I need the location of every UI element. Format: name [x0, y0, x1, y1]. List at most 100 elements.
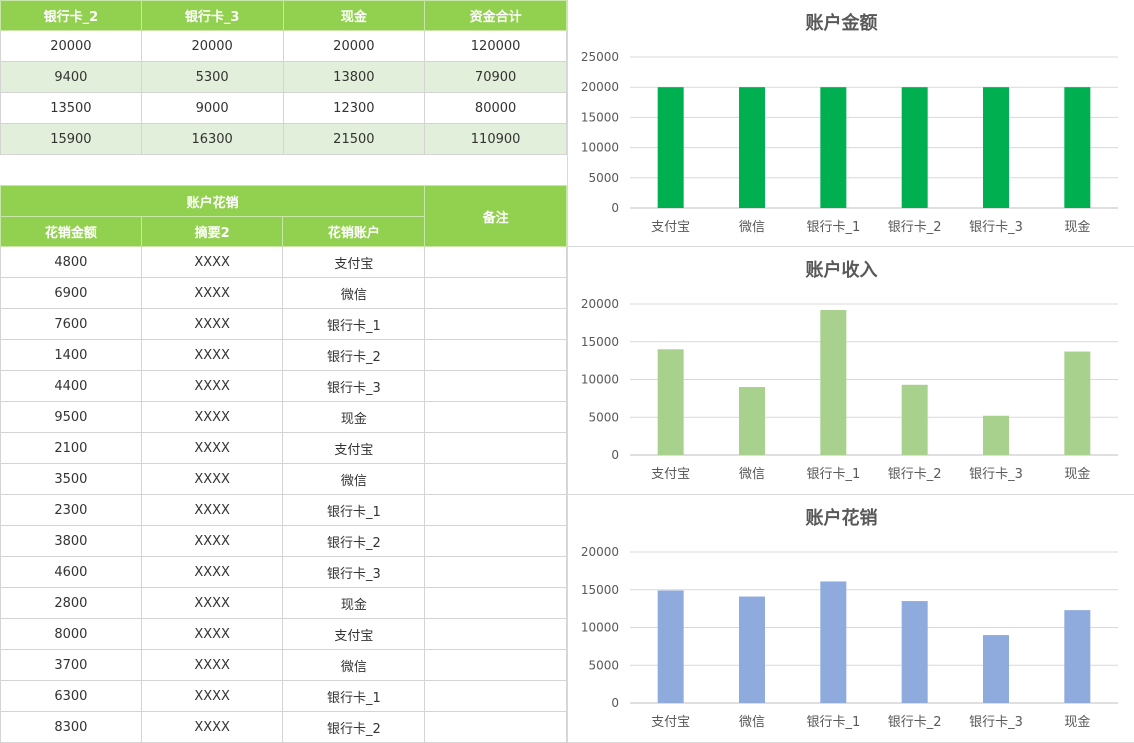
table-cell[interactable]: XXXX	[140, 525, 284, 557]
remark-cell[interactable]	[424, 618, 567, 650]
table-cell[interactable]: 4600	[0, 556, 142, 588]
table-cell[interactable]: 2800	[0, 587, 142, 619]
table-cell[interactable]: XXXX	[140, 494, 284, 526]
table-cell[interactable]: 13500	[0, 92, 142, 124]
remark-cell[interactable]	[424, 339, 567, 371]
table-cell[interactable]: 20000	[282, 30, 426, 62]
table-cell[interactable]: 8000	[0, 618, 142, 650]
header-cell[interactable]: 银行卡_2	[0, 0, 142, 31]
table-cell[interactable]: XXXX	[140, 339, 284, 371]
x-tick-label: 现金	[1064, 466, 1090, 482]
table-cell[interactable]: 银行卡_3	[282, 370, 426, 402]
table-cell[interactable]: 13800	[282, 61, 426, 93]
table-cell[interactable]: 微信	[282, 463, 426, 495]
table-cell[interactable]: 支付宝	[282, 432, 426, 464]
header-cell[interactable]: 摘要2	[140, 216, 284, 247]
header-cell[interactable]: 现金	[282, 0, 426, 31]
table-cell[interactable]: 3800	[0, 525, 142, 557]
table-cell[interactable]: XXXX	[140, 401, 284, 433]
table-cell[interactable]: 银行卡_3	[282, 556, 426, 588]
table-cell[interactable]: 3500	[0, 463, 142, 495]
table-cell[interactable]: 3700	[0, 649, 142, 681]
x-tick-label: 银行卡_1	[806, 715, 860, 730]
table-cell[interactable]: 6300	[0, 680, 142, 712]
remark-cell[interactable]	[424, 525, 567, 557]
remark-cell[interactable]	[424, 556, 567, 588]
remark-cell[interactable]	[424, 494, 567, 526]
remark-cell[interactable]	[424, 649, 567, 681]
header-cell[interactable]: 花销账户	[282, 216, 426, 247]
table-cell[interactable]: 110900	[424, 123, 567, 155]
table-cell[interactable]: 21500	[282, 123, 426, 155]
bar	[657, 590, 684, 703]
remark-cell[interactable]	[424, 711, 567, 743]
table-cell[interactable]: 20000	[0, 30, 142, 62]
table-cell[interactable]: 银行卡_2	[282, 525, 426, 557]
remark-cell[interactable]	[424, 432, 567, 464]
table-cell[interactable]: 银行卡_2	[282, 339, 426, 371]
table-cell[interactable]: 银行卡_2	[282, 711, 426, 743]
table-cell[interactable]: XXXX	[140, 649, 284, 681]
table-cell[interactable]: 8300	[0, 711, 142, 743]
table-cell[interactable]: 9000	[140, 92, 284, 124]
table-cell[interactable]: 微信	[282, 649, 426, 681]
table-cell[interactable]: 9400	[0, 61, 142, 93]
table-cell[interactable]: 支付宝	[282, 246, 426, 278]
table-cell[interactable]: 6900	[0, 277, 142, 309]
y-tick-label: 15000	[581, 335, 619, 349]
table-cell[interactable]: 70900	[424, 61, 567, 93]
bar	[657, 87, 684, 208]
table-cell[interactable]: XXXX	[140, 432, 284, 464]
table-cell[interactable]: XXXX	[140, 308, 284, 340]
remark-cell[interactable]	[424, 463, 567, 495]
table-cell[interactable]: XXXX	[140, 587, 284, 619]
remark-cell[interactable]	[424, 308, 567, 340]
table-cell[interactable]: 9500	[0, 401, 142, 433]
x-tick-label: 银行卡_2	[888, 715, 942, 730]
table-cell[interactable]: XXXX	[140, 618, 284, 650]
table-cell[interactable]: XXXX	[140, 370, 284, 402]
y-tick-label: 10000	[581, 621, 619, 635]
x-tick-label: 银行卡_2	[888, 220, 942, 235]
header-cell[interactable]: 资金合计	[424, 0, 567, 31]
table-cell[interactable]: 银行卡_1	[282, 308, 426, 340]
remark-cell[interactable]	[424, 370, 567, 402]
table-cell[interactable]: 5300	[140, 61, 284, 93]
table-cell[interactable]: XXXX	[140, 277, 284, 309]
table-cell[interactable]: 4400	[0, 370, 142, 402]
account-amount-chart: 账户金额 0 5000 10000 15000 20000 25000 支付宝 微信 银行卡_1 银…	[567, 0, 1134, 247]
expense-table: 账户花销 备注 花销金额 摘要2 花销账户 4800 XXXX 支付宝 6900 XXX…	[0, 185, 567, 743]
table-cell[interactable]: 2300	[0, 494, 142, 526]
table-cell[interactable]: 15900	[0, 123, 142, 155]
table-cell[interactable]: 16300	[140, 123, 284, 155]
table-cell[interactable]: 7600	[0, 308, 142, 340]
remark-cell[interactable]	[424, 587, 567, 619]
table-cell[interactable]: 1400	[0, 339, 142, 371]
remark-cell[interactable]	[424, 680, 567, 712]
remark-cell[interactable]	[424, 401, 567, 433]
y-tick-label: 0	[611, 696, 619, 710]
table-cell[interactable]: 12300	[282, 92, 426, 124]
table-cell[interactable]: 银行卡_1	[282, 494, 426, 526]
table-cell[interactable]: XXXX	[140, 246, 284, 278]
header-cell[interactable]: 花销金额	[0, 216, 142, 247]
remark-cell[interactable]	[424, 246, 567, 278]
table-cell[interactable]: 4800	[0, 246, 142, 278]
table-cell[interactable]: XXXX	[140, 556, 284, 588]
table-cell[interactable]: 120000	[424, 30, 567, 62]
table-cell[interactable]: 现金	[282, 587, 426, 619]
table-cell[interactable]: 20000	[140, 30, 284, 62]
table-cell[interactable]: 银行卡_1	[282, 680, 426, 712]
remark-header-cell[interactable]: 备注	[424, 185, 567, 247]
table-cell[interactable]: XXXX	[140, 463, 284, 495]
table-cell[interactable]: 现金	[282, 401, 426, 433]
group-header-cell[interactable]: 账户花销	[0, 185, 426, 217]
table-cell[interactable]: XXXX	[140, 711, 284, 743]
table-cell[interactable]: 80000	[424, 92, 567, 124]
remark-cell[interactable]	[424, 277, 567, 309]
table-cell[interactable]: XXXX	[140, 680, 284, 712]
header-cell[interactable]: 银行卡_3	[140, 0, 284, 31]
table-cell[interactable]: 支付宝	[282, 618, 426, 650]
table-cell[interactable]: 2100	[0, 432, 142, 464]
table-cell[interactable]: 微信	[282, 277, 426, 309]
